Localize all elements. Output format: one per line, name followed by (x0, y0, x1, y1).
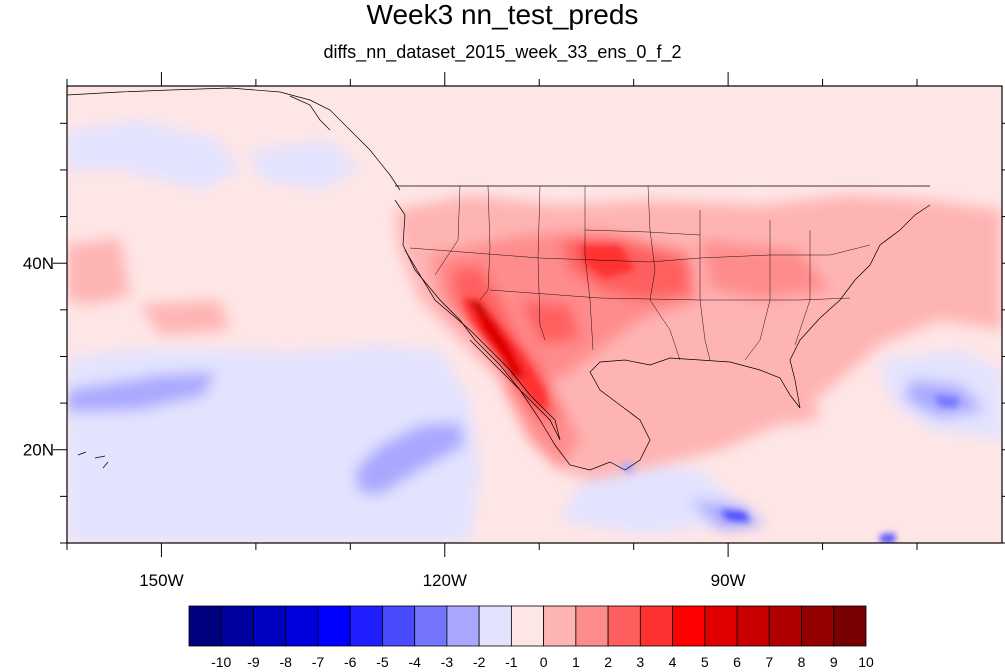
colorbar-swatch (253, 605, 287, 647)
lon-label: 120W (423, 571, 467, 590)
colorbar-label: 0 (540, 654, 548, 670)
map-frame (66, 85, 1003, 544)
colorbar-label: -10 (211, 654, 231, 670)
colorbar-swatch (639, 605, 673, 647)
colorbar-label: -8 (279, 654, 292, 670)
colorbar-label: -4 (408, 654, 421, 670)
map-title: Week3 nn_test_preds (366, 0, 639, 30)
colorbar-swatch (446, 605, 480, 647)
colorbar-swatch (478, 605, 512, 647)
colorbar-label: -1 (505, 654, 518, 670)
colorbar-swatch (285, 605, 319, 647)
state-borders (409, 185, 871, 361)
colorbar-label: -5 (376, 654, 389, 670)
colorbar-swatch (575, 605, 609, 647)
strong-anomaly-regions (462, 245, 960, 543)
colorbar-swatch (414, 605, 448, 647)
colorbar-swatch (768, 605, 802, 647)
colorbar-swatch (607, 605, 641, 647)
lat-label: 40N (23, 254, 54, 273)
negative-anomaly-regions (67, 120, 1002, 543)
colorbar-label: 6 (733, 654, 741, 670)
axis-labels: 150W 120W 90W 40N 20N (23, 254, 746, 590)
colorbar-swatch (672, 605, 706, 647)
colorbar-swatch (510, 605, 545, 647)
colorbar-label: -9 (247, 654, 260, 670)
colorbar-label: 1 (572, 654, 580, 670)
colorbar-label: -7 (312, 654, 325, 670)
colorbar-label: 5 (701, 654, 709, 670)
colorbar-label: 2 (604, 654, 612, 670)
colorbar-label: -3 (441, 654, 454, 670)
colorbar-swatch (382, 605, 416, 647)
colorbar-label: 9 (830, 654, 838, 670)
lon-label: 90W (711, 571, 746, 590)
colorbar-label: 4 (669, 654, 677, 670)
map-field (67, 86, 1002, 543)
lon-label: 150W (139, 571, 183, 590)
colorbar-label: 7 (765, 654, 773, 670)
colorbar-swatch (188, 605, 222, 647)
map-subtitle: diffs_nn_dataset_2015_week_33_ens_0_f_2 (323, 42, 682, 62)
lat-label: 20N (23, 441, 54, 460)
colorbar-label: -2 (473, 654, 486, 670)
colorbar-swatch (736, 605, 770, 647)
colorbar-label: -6 (344, 654, 357, 670)
colorbar-swatch (704, 605, 738, 647)
colorbar-swatch (220, 605, 254, 647)
colorbar-label: 8 (798, 654, 806, 670)
coastlines (67, 87, 931, 471)
colorbar-swatch (543, 605, 577, 647)
colorbar-label: 3 (636, 654, 644, 670)
colorbar-swatch (833, 605, 867, 647)
colorbar-label: 10 (858, 654, 874, 670)
colorbar: -10 -9 -8 -7 -6 -5 -4 -3 -2 -1 0 1 2 3 4 5 6 7 8 9 10 (188, 605, 874, 670)
colorbar-swatch (349, 605, 383, 647)
colorbar-swatch (317, 605, 351, 647)
colorbar-swatch (801, 605, 835, 647)
